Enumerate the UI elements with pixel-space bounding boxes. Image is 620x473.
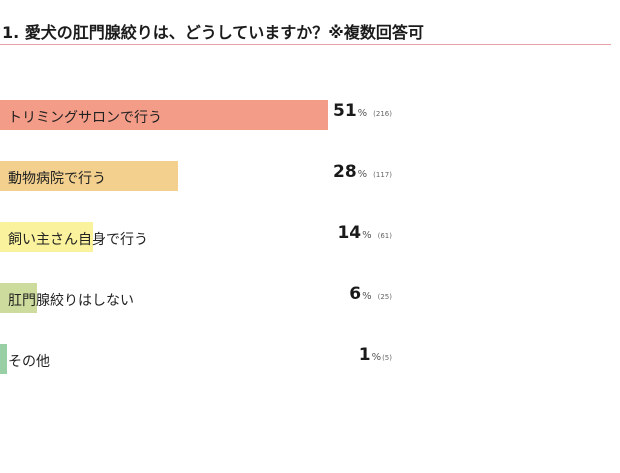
percent-value: 51	[332, 101, 357, 121]
response-count: (216)	[373, 110, 392, 118]
percent-sign: %	[357, 169, 368, 180]
percent-value: 14	[337, 223, 362, 243]
bar	[0, 344, 7, 374]
chart-row: 動物病院で行う 28% (117)	[0, 161, 620, 191]
percent-sign: %	[371, 352, 382, 363]
chart-title: 1. 愛犬の肛門腺絞りは、どうしていますか？※複数回答可	[2, 23, 424, 42]
bar	[0, 222, 93, 252]
bar-label: 肛門腺絞りはしない	[8, 293, 134, 309]
chart-row: 飼い主さん自身で行う 14% (61)	[0, 222, 620, 252]
percent-value: 28	[332, 162, 357, 182]
bar	[0, 100, 328, 130]
bar-label: 飼い主さん自身で行う	[8, 232, 148, 248]
bar-label: 動物病院で行う	[8, 171, 106, 187]
bar-value: 51% (216)	[333, 101, 392, 121]
response-count: (5)	[382, 354, 392, 362]
title-underline	[0, 44, 611, 45]
chart-row: トリミングサロンで行う 51% (216)	[0, 100, 620, 130]
bar	[0, 283, 37, 313]
bar-value: 6% (25)	[349, 284, 392, 304]
percent-sign: %	[357, 108, 368, 119]
response-count: (25)	[377, 293, 392, 301]
response-count: (117)	[373, 171, 392, 179]
percent-value: 1	[358, 345, 371, 365]
percent-sign: %	[362, 291, 372, 302]
bar-value: 14% (61)	[337, 223, 392, 243]
bar	[0, 161, 178, 191]
bar-value: 28% (117)	[333, 162, 392, 182]
percent-sign: %	[362, 230, 372, 241]
bar-label: その他	[8, 354, 50, 370]
bar-label: トリミングサロンで行う	[8, 110, 162, 126]
chart-row: その他 1%(5)	[0, 344, 620, 374]
bar-value: 1%(5)	[359, 345, 392, 365]
chart-row: 肛門腺絞りはしない 6% (25)	[0, 283, 620, 313]
response-count: (61)	[377, 232, 392, 240]
percent-value: 6	[349, 284, 362, 304]
